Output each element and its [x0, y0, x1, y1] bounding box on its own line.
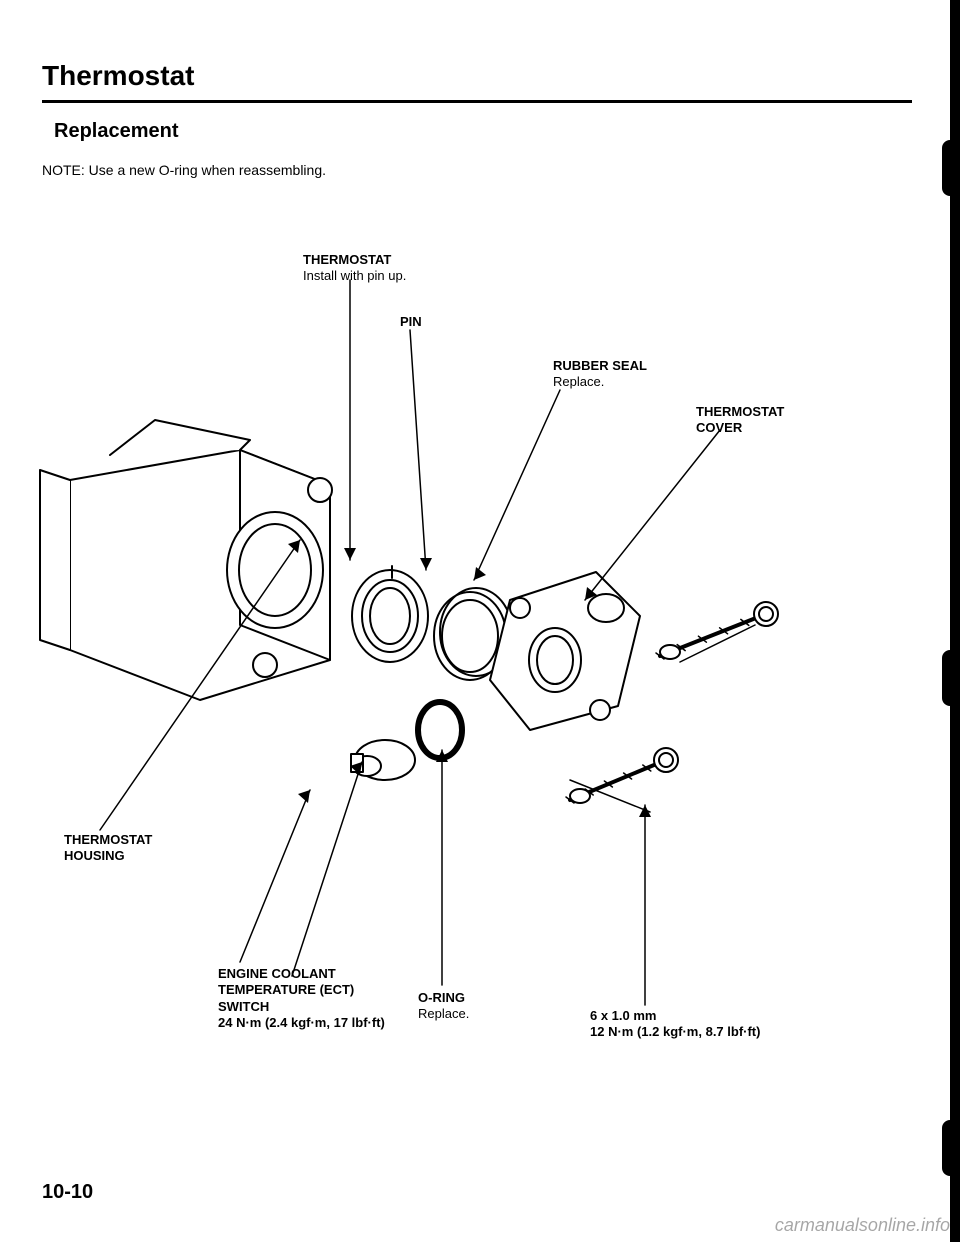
- exploded-diagram: [0, 0, 960, 1242]
- page-number: 10-10: [42, 1181, 93, 1204]
- page: Thermostat Replacement NOTE: Use a new O…: [0, 0, 960, 1242]
- watermark: carmanualsonline.info: [775, 1215, 950, 1236]
